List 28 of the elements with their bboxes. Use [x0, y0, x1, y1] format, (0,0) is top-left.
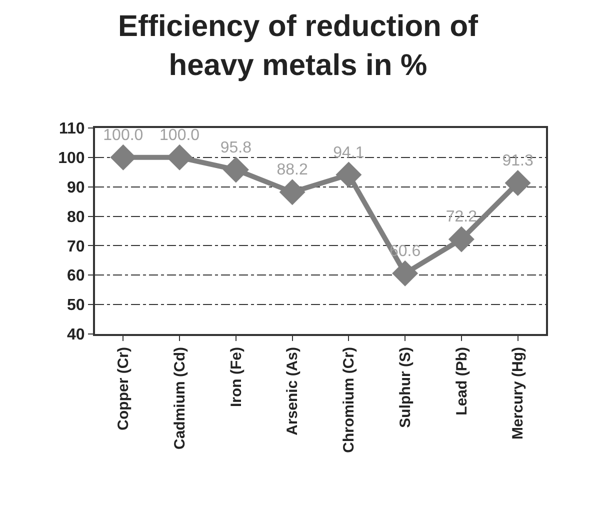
point [222, 156, 249, 183]
point [504, 170, 531, 196]
data-label: 95.8 [220, 139, 252, 156]
y-tick-label: 50 [67, 297, 85, 314]
point [392, 260, 418, 286]
x-tick-label: Arsenic (As) [284, 346, 302, 436]
y-tick-label: 40 [67, 326, 85, 344]
chart-title: Efficiency of reduction of heavy metals in % [118, 10, 480, 82]
y-tick-label: 90 [67, 179, 85, 196]
x-tick-label: Lead (Pb) [453, 347, 470, 416]
x-tick-label: Copper (Cr) [115, 346, 132, 430]
data-label: 100.0 [160, 126, 200, 144]
point [279, 179, 306, 206]
point [166, 144, 193, 170]
x-tick-label: Cadmium (Cd) [171, 347, 188, 450]
data-label: 100.0 [103, 126, 144, 144]
x-tick-label: Sulphur (S) [396, 347, 414, 428]
y-tick-label: 80 [67, 208, 85, 226]
x-tick-label: Chromium (Cr) [340, 346, 358, 453]
x-tick-label: Mercury (Hg) [510, 347, 527, 440]
point [336, 162, 362, 188]
point [448, 226, 474, 252]
x-tick-label: Iron (Fe) [228, 347, 245, 407]
data-label: 88.2 [276, 162, 308, 179]
y-tick-label: 110 [58, 120, 85, 138]
y-tick-label: 70 [67, 238, 85, 256]
y-tick-label: 60 [67, 268, 85, 285]
y-tick-label: 100 [58, 150, 85, 168]
